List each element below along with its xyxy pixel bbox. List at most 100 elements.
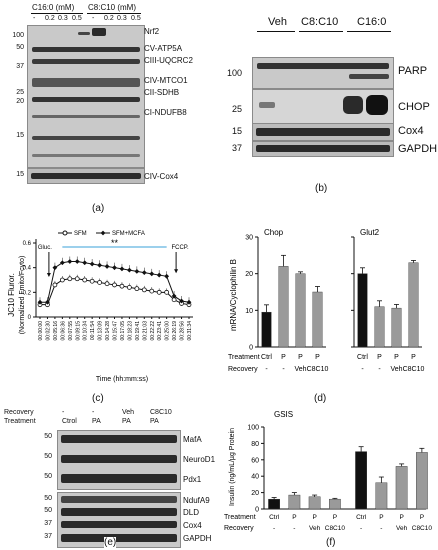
group-label-c8c10: C8:C10 (mM) [88,3,137,12]
mw-a-50: 50 [16,44,24,51]
chart-c: JC10 Fluror. (Normalized Fmito/Fcyto) 0.… [7,230,193,383]
chart-c-xtick-label: 00:26:19 [172,321,178,341]
panel-letter-f: (f) [326,537,336,548]
chart-c-point-sfm [67,276,73,282]
chart-c-xtick-label: 00:02:30 [45,321,51,341]
chart-d-recov-label: C8C10 [403,366,425,373]
chart-c-point-sfm [134,286,140,292]
chart-c-point-sfm [164,289,170,295]
chart-f: Insulin (ng/mL/µg Protein 100 80 60 40 20 0 GS… [224,410,433,532]
group-line-c16 [347,31,391,32]
band-cox4: Cox4 [398,125,424,137]
legend-sfm-label: SFM [74,231,87,237]
lane-label-a-0: - [33,15,36,22]
chart-f-treat-label: Ctrl [269,514,280,521]
chart-d-ylabel: mRNA/Cyclophilin B [229,259,238,331]
chart-c-point-mcfa [45,299,50,305]
chart-f-ytick-label: 0 [255,507,259,514]
chart-f-recov-label: C8C10 [325,525,346,532]
chart-c-xtick-label: 00:21:03 [142,321,148,341]
blot-a-main [27,25,145,168]
chart-f-ytick-label: 40 [251,474,259,481]
band-cii-sdhb: CII-SDHB [144,88,180,97]
chart-d-recov-label: Veh [294,366,306,373]
mw-e-37a: 37 [44,520,52,527]
lane-label-a-4: - [92,15,95,22]
chart-d-chop-bar-2 [295,273,306,348]
chart-d-glut2-bar-3 [408,262,419,348]
band-cox4-e: Cox4 [183,521,202,530]
chart-c-xtick-label: 00:19:41 [135,321,141,341]
chart-f-treat-label: P [333,514,337,521]
chart-d-recov-label: C8C10 [307,366,329,373]
recovery-label-e-3: C8C10 [150,409,172,416]
mw-b-37: 37 [231,143,242,153]
chart-c-ytick-label: 0.4 [23,266,32,272]
chart-f-ytick-label: 60 [251,457,259,464]
lane-label-a-5: 0.2 [104,15,114,22]
mw-e-50b: 50 [44,453,52,460]
chart-d-chop-ytick-label: 10 [245,308,253,315]
panel-letter-a: (a) [92,203,105,214]
band-pdx1: Pdx1 [183,475,202,484]
chart-c-xlabel: Time (hh:mm:ss) [96,376,148,383]
chart-f-ylabel: Insulin (ng/mL/µg Protein [229,428,236,506]
chart-f-treat-label: P [312,514,316,521]
chart-c-xtick-label: 00:13:09 [98,321,104,341]
chart-d-glut2-bar-0 [357,273,368,348]
chart-d-treat-label: P [394,354,399,361]
group-label-c16: C16:0 [357,16,387,28]
chart-f-recov-label: - [293,525,295,532]
mw-a-37: 37 [16,63,24,70]
group-label-c16: C16:0 (mM) [32,3,75,12]
chart-c-point-mcfa [149,271,155,277]
chart-c-point-mcfa [186,299,192,305]
mw-e-50c: 50 [44,473,52,480]
chart-c-point-mcfa [119,266,125,272]
blot-b-cox4 [252,123,394,141]
chart-d-chop-bar-1 [278,266,289,348]
blot-e-top [57,430,181,490]
chart-c-xtick-label: 00:14:28 [105,321,111,341]
mw-a-100: 100 [12,32,24,39]
chart-c-point-mcfa [127,267,132,273]
panel-letter-e: (e) [104,537,117,548]
chart-f-bar-3 [329,498,341,510]
chart-f-row-recovery: Recovery [224,525,254,532]
mw-b-100: 100 [226,68,242,78]
band-chop: CHOP [398,101,430,113]
mw-e-37b: 37 [44,533,52,540]
chart-c-point-sfm [59,277,65,283]
chart-d-glut2-title: Glut2 [360,228,380,237]
chart-f-ytick-label: 20 [251,490,259,497]
chart-c-xtick-label: 00:31:34 [187,321,193,341]
chart-d: mRNA/Cyclophilin B 30 20 10 0 Chop Glut2 Treat… [228,228,425,373]
chart-d-row-recovery: Recovery [228,366,258,373]
chart-c-point-mcfa [141,270,147,275]
chart-c-point-sfm [74,276,80,282]
significance-marker: ** [111,238,119,248]
band-neurod1: NeuroD1 [183,455,216,464]
chart-d-glut2-bar-2 [391,307,402,348]
chart-c-point-sfm [112,282,117,288]
chart-f-row-treatment: Treatment [224,514,256,521]
legend-mcfa-marker [100,230,106,236]
band-mafa: MafA [183,435,202,444]
chart-c-point-sfm [82,277,88,283]
chart-d-recov-label: - [265,366,268,373]
chart-f-bar-0 [268,498,280,510]
mw-a-15: 15 [16,132,24,139]
arrow-gluc-head [46,273,51,277]
legend-sfm-marker [62,230,68,236]
chart-d-chop-ytick-label: 20 [245,271,253,278]
band-gapdh: GAPDH [398,143,438,155]
annotation-fccp: FCCP. [171,245,189,251]
chart-f-recov-label: C8C10 [412,525,433,532]
chart-c-xtick-label: 00:10:34 [83,321,89,341]
chart-c-point-mcfa [37,299,43,305]
chart-c-ylabel: JC10 Fluror. (Normalized Fmito/Fcyto) [7,256,26,335]
chart-f-bar-2 [308,496,321,510]
chart-f-treat-label: P [292,514,296,521]
chart-f-bar-6 [395,466,408,510]
band-ciii-uqcrc2: CIII-UQCRC2 [144,56,193,65]
